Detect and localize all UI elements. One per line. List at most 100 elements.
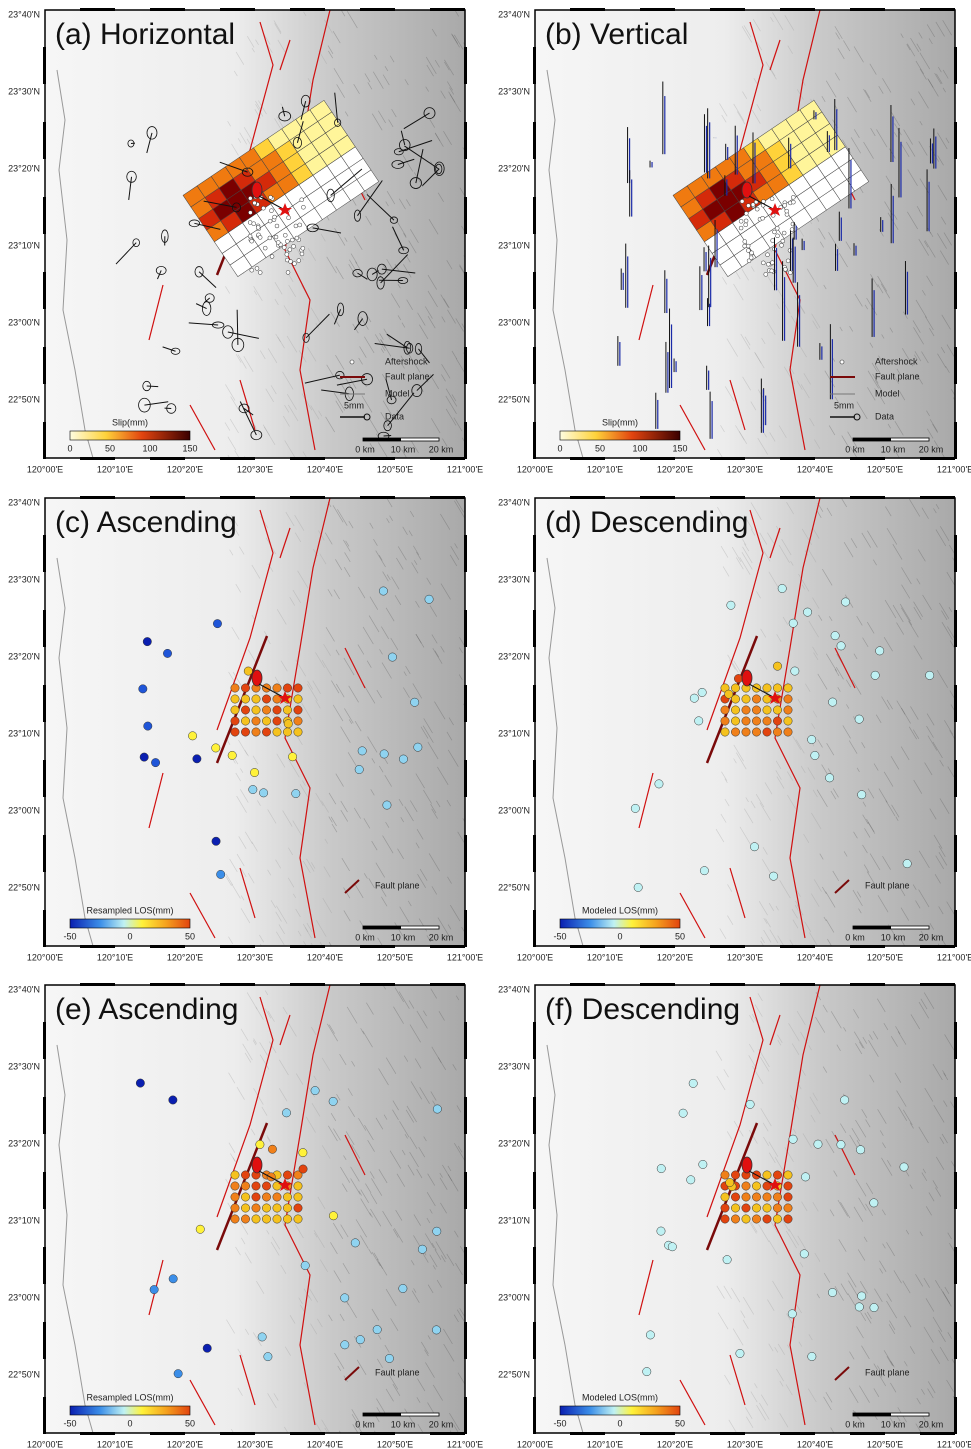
aftershock xyxy=(286,215,291,220)
ridge xyxy=(471,1199,474,1204)
ridge xyxy=(830,1011,842,1029)
los-point xyxy=(227,750,237,760)
ridge xyxy=(333,589,340,600)
ridge xyxy=(284,404,290,413)
ridge xyxy=(947,626,955,640)
ridge xyxy=(454,498,465,513)
frame-tick xyxy=(533,835,536,872)
frame-tick xyxy=(640,1432,675,1435)
ridge xyxy=(240,1028,249,1041)
ridge xyxy=(288,759,300,778)
ridge xyxy=(303,1382,309,1390)
ridge xyxy=(900,746,910,761)
ridge xyxy=(918,91,929,109)
fault xyxy=(284,498,331,939)
ridge xyxy=(867,530,878,548)
aftershock xyxy=(297,222,303,228)
ridge xyxy=(960,60,968,73)
ridge xyxy=(923,992,935,1009)
error-ellipse xyxy=(142,380,152,392)
ridge xyxy=(303,11,307,17)
focal-mechanism xyxy=(251,669,263,687)
los-point xyxy=(783,1203,793,1213)
aftershock xyxy=(292,261,297,266)
ridge xyxy=(425,1362,435,1378)
lat-label: 23°10'N xyxy=(8,1215,40,1225)
ridge xyxy=(801,528,813,545)
ridge xyxy=(371,1251,381,1267)
los-point xyxy=(300,1261,310,1270)
los-point xyxy=(828,697,838,707)
los-point xyxy=(168,1274,178,1284)
fault xyxy=(774,498,821,939)
ridge xyxy=(420,726,429,739)
ridge xyxy=(965,778,971,788)
los-point xyxy=(783,1170,793,1180)
ridge xyxy=(429,1209,433,1214)
los-point xyxy=(432,1226,442,1236)
ridge xyxy=(267,638,271,645)
ridge xyxy=(913,779,923,794)
los-point xyxy=(825,773,835,783)
legend-data-end xyxy=(853,413,861,421)
data-arrow xyxy=(422,168,440,187)
fault xyxy=(344,1134,366,1176)
scale-label: 20 km xyxy=(919,1419,944,1429)
ridge xyxy=(849,1351,855,1360)
legend-aftershock xyxy=(839,359,845,365)
frame-tick xyxy=(780,945,815,948)
frame-tick xyxy=(533,347,536,384)
ridge xyxy=(417,312,426,326)
ridge xyxy=(916,374,924,385)
ridge xyxy=(317,1318,323,1328)
ridge xyxy=(777,1034,783,1043)
aftershock xyxy=(247,233,253,239)
ridge xyxy=(227,454,231,458)
ridge xyxy=(877,1365,884,1376)
error-ellipse xyxy=(170,347,181,355)
data-arrow xyxy=(418,348,430,364)
ridge xyxy=(922,1415,932,1430)
ridge xyxy=(886,1356,893,1366)
focal-mechanism xyxy=(741,181,753,199)
ridge xyxy=(732,1328,744,1346)
ridge xyxy=(409,1151,419,1168)
ridge xyxy=(763,1136,770,1147)
ridge xyxy=(716,1285,725,1299)
los-point xyxy=(262,1214,271,1224)
los-point xyxy=(642,1367,652,1377)
data-arrow xyxy=(354,318,364,331)
colorbar xyxy=(559,1405,681,1416)
ridge xyxy=(273,20,282,33)
ridge xyxy=(369,443,376,452)
ridge xyxy=(255,1006,264,1020)
ridge xyxy=(391,109,397,118)
ridge xyxy=(758,1224,770,1242)
ridge xyxy=(253,290,258,296)
ridge xyxy=(813,879,822,892)
ridge xyxy=(313,1075,317,1081)
ridge xyxy=(288,284,296,297)
data-arrow xyxy=(304,374,340,384)
ridge xyxy=(943,1072,949,1081)
ridge xyxy=(360,1198,372,1216)
ridge xyxy=(795,739,805,754)
colorbar-tick: 100 xyxy=(632,443,647,453)
los-point xyxy=(262,727,271,737)
ridge xyxy=(910,37,920,53)
ridge xyxy=(417,1378,426,1392)
ridge xyxy=(755,794,765,808)
lat-label: 23°00'N xyxy=(498,805,530,815)
frame-tick xyxy=(430,945,465,948)
ridge xyxy=(449,94,461,113)
ridge xyxy=(382,74,390,86)
frame-tick xyxy=(80,8,115,11)
ridge xyxy=(336,1093,341,1101)
ridge xyxy=(440,294,449,308)
ridge xyxy=(404,806,414,822)
frame-tick xyxy=(464,760,467,797)
aftershock xyxy=(268,195,273,200)
los-point xyxy=(149,1285,159,1295)
fault xyxy=(679,892,706,939)
ridge xyxy=(919,121,923,126)
